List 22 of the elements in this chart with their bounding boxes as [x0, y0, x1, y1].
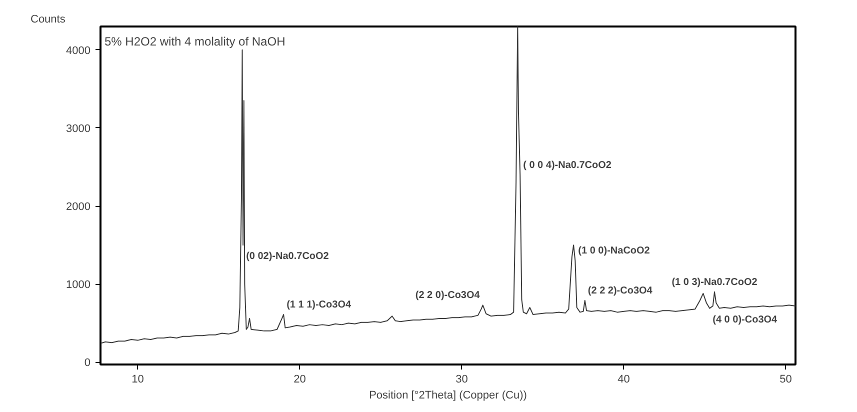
- x-tick-label: 20: [294, 374, 306, 386]
- annotation: (1 0 0)-NaCoO2: [578, 246, 650, 257]
- annotation: (2 2 2)-Co3O4: [588, 285, 653, 296]
- y-tick-label: 0: [84, 357, 91, 370]
- annotation: (1 1 1)-Co3O4: [286, 300, 352, 311]
- x-tick-label: 10: [132, 374, 144, 386]
- annotation: ( 0 0 4)-Na0.7CoO2: [523, 160, 612, 171]
- text: 5% H2O2 with 4 molality of NaOH: [104, 34, 286, 48]
- y-tick-label: 4000: [66, 44, 91, 57]
- annotation: (2 2 0)-Co3O4: [415, 290, 480, 302]
- y-tick-label: 2000: [66, 201, 91, 214]
- y-axis-title: Counts: [30, 14, 66, 26]
- x-tick-label: 50: [780, 374, 792, 386]
- annotation: (1 0 3)-Na0.7CoO2: [672, 276, 758, 288]
- annotation: (0 02)-Na0.7CoO2: [246, 251, 330, 262]
- x-tick-label: 40: [618, 374, 630, 386]
- line-series: [100, 26, 796, 344]
- annotation: (4 0 0)-Co3O4: [712, 314, 778, 326]
- y-tick-label: 3000: [66, 122, 91, 135]
- y-tick-label: 1000: [66, 279, 91, 292]
- x-axis-title: Position [°2Theta] (Copper (Cu)): [369, 390, 527, 402]
- x-tick-label: 30: [456, 374, 468, 386]
